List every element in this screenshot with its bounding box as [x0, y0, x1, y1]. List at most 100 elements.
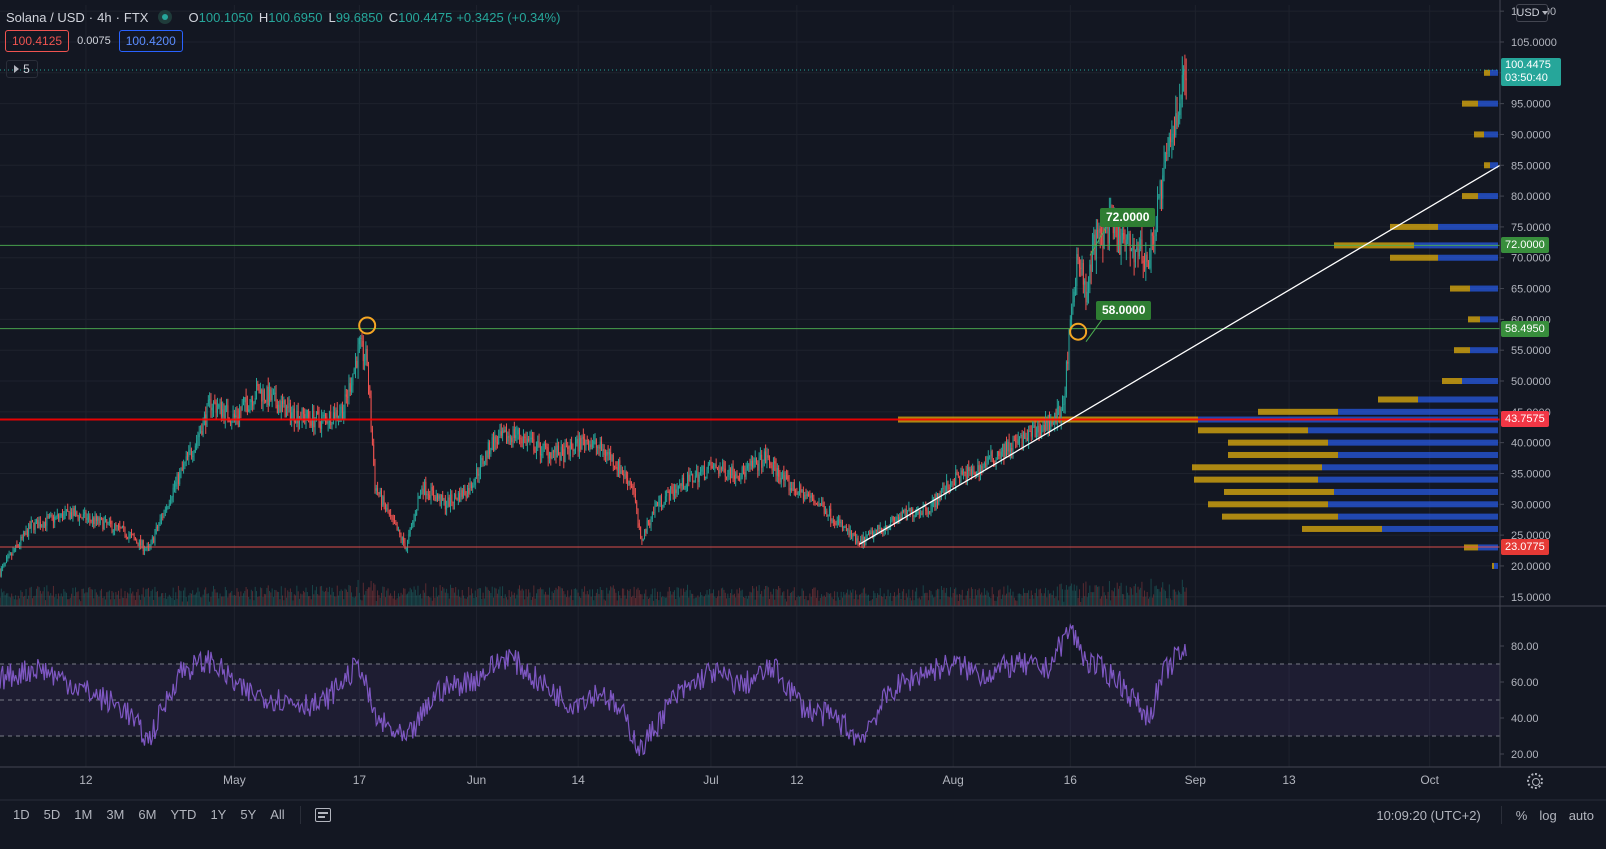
volume-bar — [882, 596, 884, 606]
volume-bar — [103, 596, 105, 606]
candle-body — [1114, 220, 1116, 234]
interval-label[interactable]: 4h — [97, 9, 112, 25]
range-button-5d[interactable]: 5D — [43, 807, 61, 822]
sell-price-button[interactable]: 100.4125 — [5, 30, 70, 52]
volume-profile-bar-down — [1192, 464, 1322, 471]
volume-bar — [805, 596, 807, 606]
candle-body — [718, 469, 720, 474]
volume-bar — [1015, 600, 1017, 606]
buy-price-button[interactable]: 100.4200 — [118, 30, 183, 52]
percent-scale-button[interactable]: % — [1515, 807, 1528, 823]
volume-bar — [516, 594, 518, 606]
volume-profile-bar-up — [1418, 396, 1498, 403]
candle-body — [56, 514, 58, 517]
range-button-6m[interactable]: 6M — [138, 807, 157, 822]
candle-body — [293, 408, 295, 423]
candle-body — [740, 477, 742, 480]
volume-bar — [473, 597, 475, 606]
go-to-date-icon[interactable] — [314, 808, 331, 822]
candle-body — [783, 472, 785, 481]
symbol-name[interactable]: Solana / USD — [6, 9, 85, 25]
volume-bar — [480, 588, 481, 606]
volume-bar — [810, 596, 812, 606]
candle-body — [405, 548, 407, 550]
candle-body — [563, 449, 565, 462]
range-button-5y[interactable]: 5Y — [240, 807, 257, 822]
candle-body — [998, 451, 1000, 456]
range-button-1d[interactable]: 1D — [13, 807, 30, 822]
candle-body — [520, 438, 522, 440]
candle-body — [819, 504, 821, 506]
candle-body — [576, 438, 578, 444]
candle-body — [49, 515, 50, 518]
volume-bar — [133, 595, 135, 606]
candle-body — [594, 439, 596, 442]
range-button-ytd[interactable]: YTD — [170, 807, 197, 822]
auto-scale-button[interactable]: auto — [1568, 807, 1594, 823]
candle-body — [808, 494, 810, 497]
range-button-3m[interactable]: 3M — [106, 807, 125, 822]
candle-body — [257, 383, 259, 387]
candle-body — [670, 486, 672, 501]
clock-readout[interactable]: 10:09:20 (UTC+2) — [1376, 807, 1481, 823]
candle-body — [453, 494, 455, 504]
volume-bar — [714, 596, 716, 606]
candle-body — [375, 488, 377, 491]
volume-bar — [588, 594, 589, 606]
volume-bar — [994, 600, 996, 606]
range-button-1m[interactable]: 1M — [74, 807, 93, 822]
gear-icon[interactable] — [1527, 773, 1543, 789]
volume-bar — [772, 588, 774, 606]
currency-select[interactable]: USD — [1516, 4, 1548, 22]
volume-bar — [381, 592, 382, 606]
candle-body — [860, 539, 862, 543]
candle-body — [1050, 421, 1052, 431]
candle-body — [633, 488, 635, 494]
volume-bar — [198, 591, 200, 606]
volume-bar — [646, 596, 648, 606]
indicators-toggle-button[interactable]: 5 — [6, 60, 38, 78]
candle-body — [67, 509, 69, 512]
candle-body — [200, 431, 201, 434]
volume-bar — [1045, 587, 1047, 606]
volume-bar — [486, 587, 488, 606]
candle-body — [328, 411, 330, 423]
volume-bar — [361, 600, 363, 606]
range-button-1y[interactable]: 1Y — [210, 807, 227, 822]
candle-body — [883, 530, 885, 533]
range-button-all[interactable]: All — [270, 807, 285, 822]
volume-bar — [274, 589, 276, 606]
volume-bar — [421, 598, 423, 606]
volume-profile-bar-up — [1438, 254, 1498, 261]
volume-bar — [864, 587, 866, 606]
volume-profile-bar-down — [1228, 451, 1338, 458]
price-callout-label[interactable]: 58.0000 — [1096, 300, 1152, 320]
candle-body — [133, 534, 135, 538]
volume-bar — [522, 590, 524, 606]
volume-bar — [494, 587, 496, 606]
volume-bar — [1043, 593, 1045, 606]
candle-body — [556, 445, 558, 458]
candle-body — [533, 439, 535, 452]
volume-bar — [72, 587, 74, 606]
candle-body — [1121, 232, 1123, 236]
toolbar-divider — [299, 806, 301, 824]
candle-body — [907, 511, 909, 517]
volume-bar — [641, 594, 643, 606]
log-scale-button[interactable]: log — [1539, 807, 1557, 823]
volume-bar — [286, 597, 287, 606]
volume-profile-bar-up — [1462, 378, 1498, 385]
candle-body — [852, 533, 854, 538]
candle-body — [344, 394, 346, 412]
candle-body — [312, 410, 313, 426]
price-callout-label[interactable]: 72.0000 — [1100, 208, 1156, 228]
volume-bar — [925, 592, 927, 606]
level-price-badge: 23.0775 — [1501, 538, 1549, 555]
volume-profile-bar-up — [1478, 100, 1498, 107]
price-tick-label: 15.0000 — [1511, 592, 1551, 604]
candle-body — [388, 513, 390, 515]
candle-body — [16, 544, 18, 546]
volume-bar — [896, 594, 898, 606]
volume-bar — [851, 592, 853, 606]
